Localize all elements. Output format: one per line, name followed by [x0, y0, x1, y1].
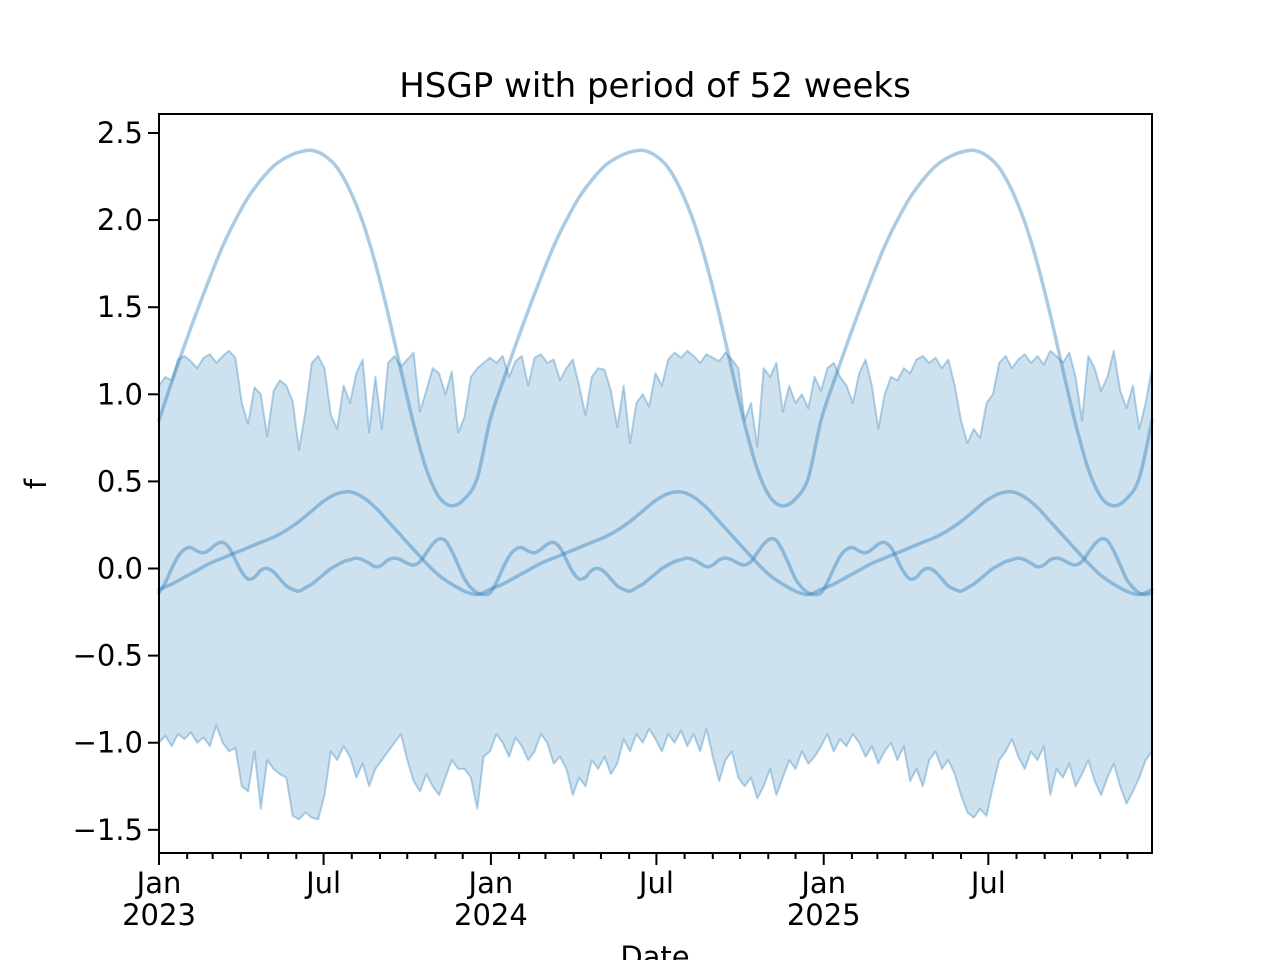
y-tick-label: −1.0 [73, 726, 143, 760]
x-tick-label: 2023 [122, 898, 196, 932]
sample-curve-small [157, 536, 1154, 597]
y-tick-label: 0.5 [97, 464, 143, 498]
tick-labels: 2.52.01.51.00.50.0−0.5−1.0−1.5Jan2023Jul… [73, 116, 1006, 932]
x-tick-label: Jul [637, 866, 674, 900]
y-tick-label: −0.5 [73, 639, 143, 673]
x-axis-label: Date [620, 940, 689, 960]
y-tick-label: 1.5 [97, 290, 143, 324]
x-tick-label: 2024 [454, 898, 528, 932]
hdi-band [158, 349, 1153, 821]
y-axis-label: f [19, 478, 53, 489]
sample-curves [157, 148, 1154, 597]
y-tick-label: 2.5 [97, 116, 143, 150]
x-tick-label: Jan [799, 866, 846, 900]
axes [148, 113, 1153, 865]
x-tick-label: Jan [467, 866, 514, 900]
x-tick-label: Jan [135, 866, 182, 900]
y-tick-label: 2.0 [97, 203, 143, 237]
x-tick-label: 2025 [787, 898, 861, 932]
y-tick-label: −1.5 [73, 813, 143, 847]
y-tick-label: 0.0 [97, 552, 143, 586]
sample-curve-large [157, 148, 1154, 508]
x-tick-label: Jul [304, 866, 341, 900]
x-tick-label: Jul [969, 866, 1006, 900]
y-tick-label: 1.0 [97, 377, 143, 411]
chart-title: HSGP with period of 52 weeks [399, 66, 911, 106]
sample-curve-medium [157, 489, 1154, 597]
